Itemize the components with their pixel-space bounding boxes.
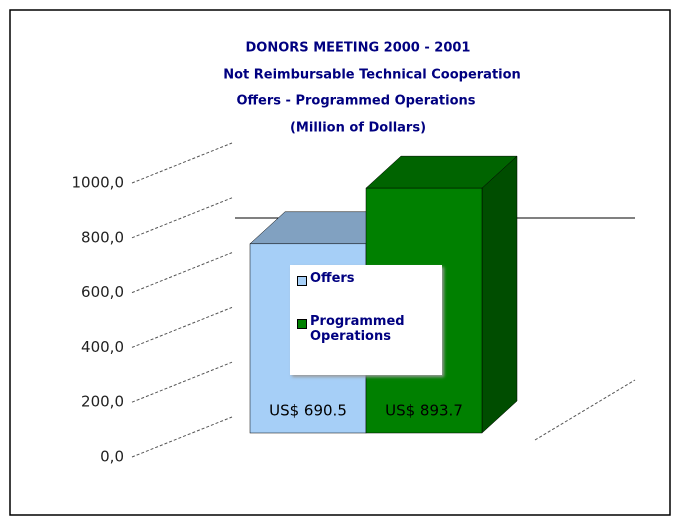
- y-tick-label: 1000,0: [72, 174, 125, 192]
- value-label: US$ 893.7: [385, 402, 463, 420]
- legend-item: Programmed Operations: [294, 314, 438, 344]
- y-tick-label: 600,0: [81, 283, 124, 301]
- legend-label: Offers: [310, 271, 355, 286]
- chart-subtitle: Not Reimbursable Technical Cooperation: [223, 68, 521, 83]
- y-tick-label: 200,0: [81, 393, 124, 411]
- chart-subtitle: Offers - Programmed Operations: [236, 94, 475, 109]
- grid-line: [534, 379, 636, 441]
- y-tick-label: 400,0: [81, 338, 124, 356]
- legend-swatch: [297, 319, 307, 329]
- legend-label: Programmed Operations: [310, 314, 405, 344]
- legend-swatch: [297, 276, 307, 286]
- grid-line: [131, 416, 233, 458]
- grid-line: [131, 361, 233, 403]
- bar-side: [481, 155, 518, 434]
- grid-line: [131, 252, 233, 294]
- y-tick-label: 800,0: [81, 228, 124, 246]
- chart-title: DONORS MEETING 2000 - 2001: [246, 41, 471, 56]
- grid-line: [131, 197, 233, 239]
- y-tick-label: 0,0: [100, 448, 124, 466]
- legend-item: Offers: [294, 271, 438, 286]
- chart-subtitle: (Million of Dollars): [290, 121, 426, 136]
- grid-line: [131, 306, 233, 348]
- frame: [9, 9, 671, 516]
- legend: Offers Programmed Operations: [290, 265, 442, 375]
- grid-line: [131, 142, 233, 184]
- value-label: US$ 690.5: [269, 402, 347, 420]
